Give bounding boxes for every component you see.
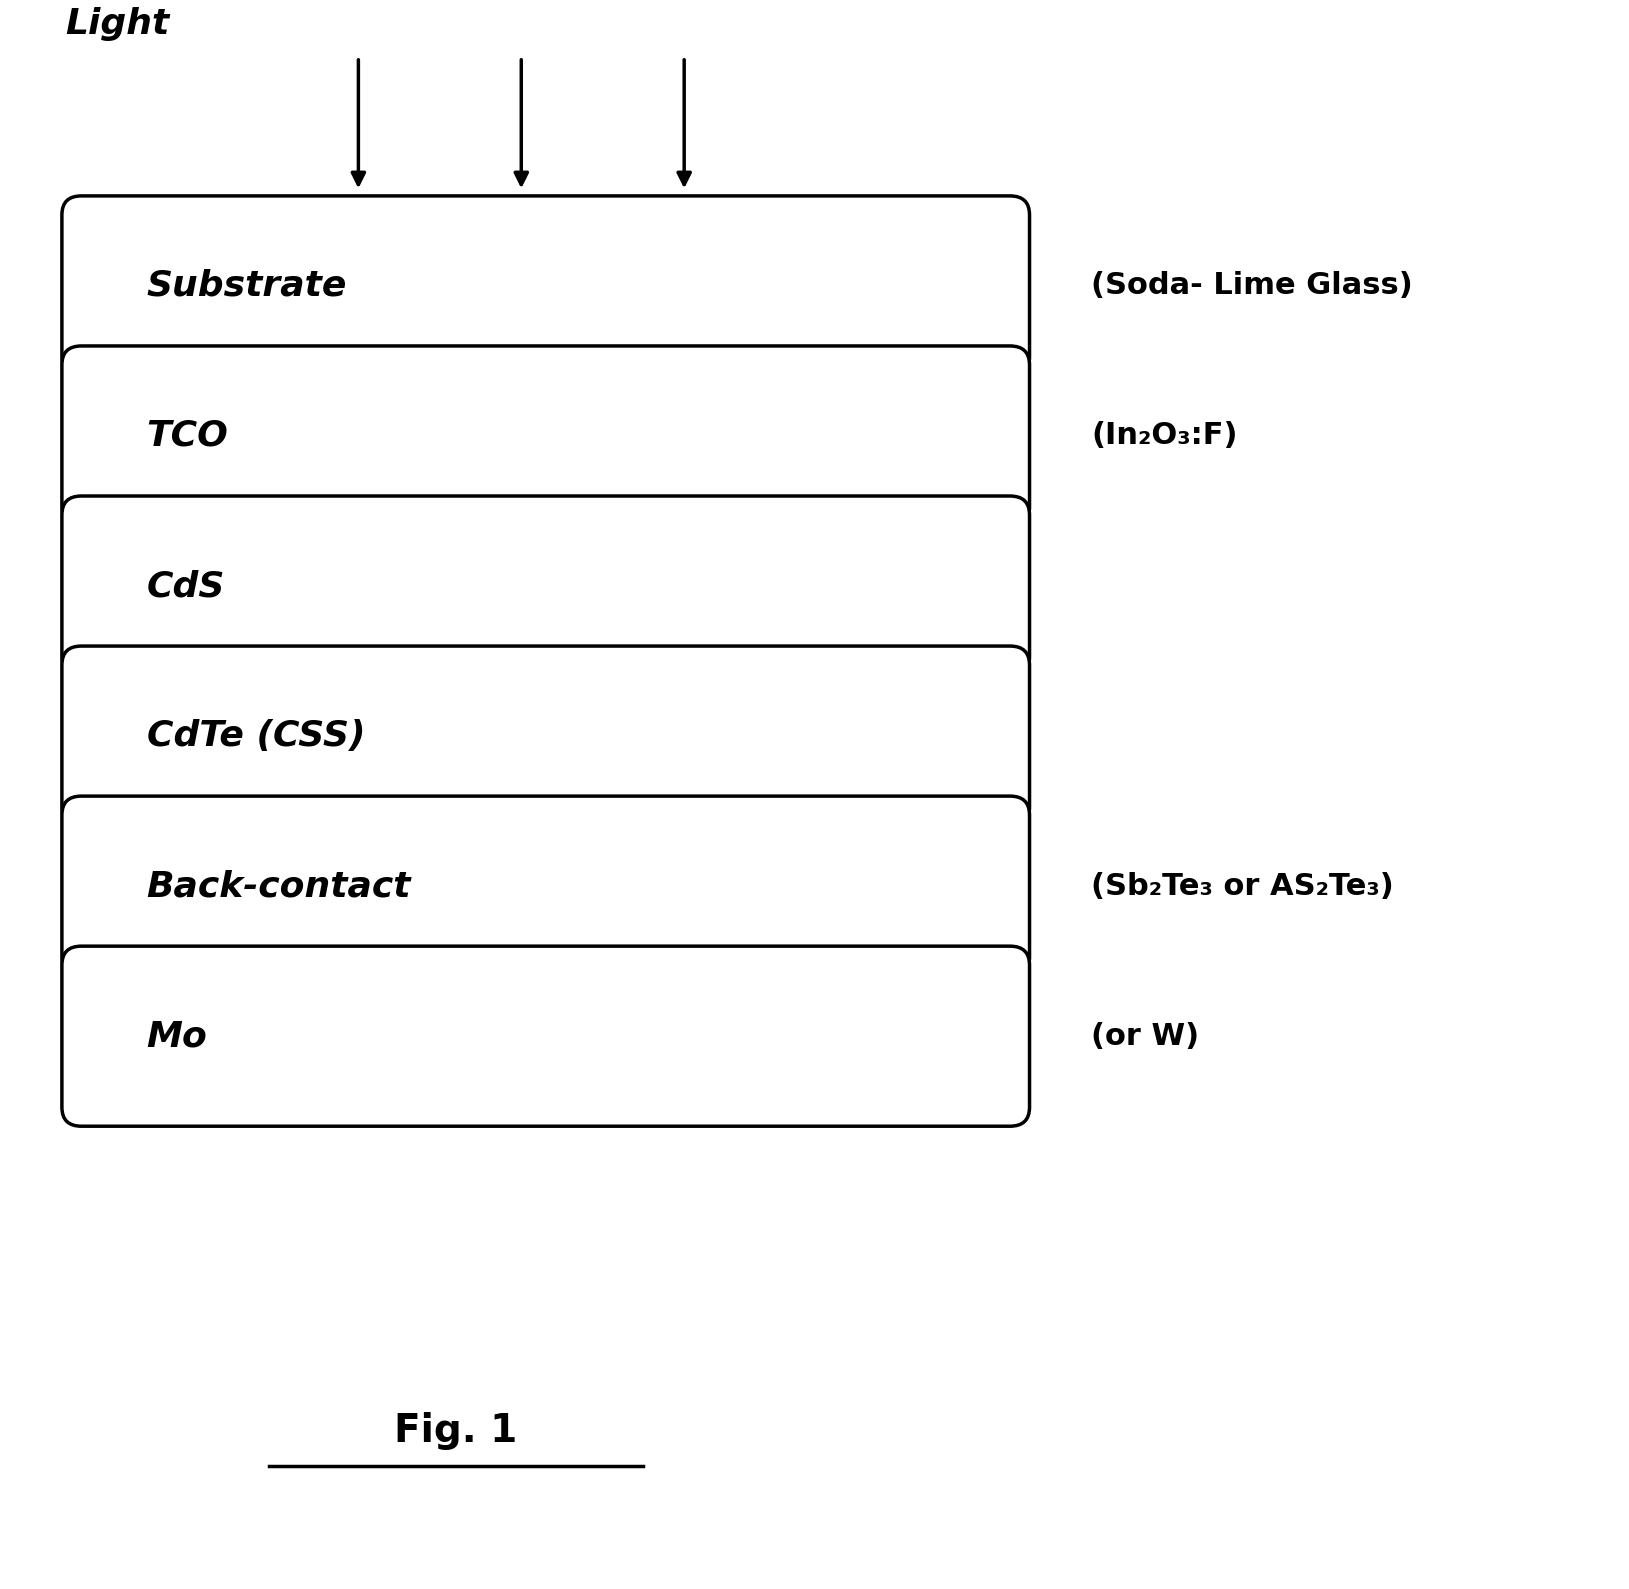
FancyBboxPatch shape	[62, 346, 1030, 526]
Text: Back-contact: Back-contact	[147, 869, 411, 903]
Text: Mo: Mo	[147, 1019, 207, 1054]
FancyBboxPatch shape	[62, 647, 1030, 826]
FancyBboxPatch shape	[62, 796, 1030, 976]
Text: TCO: TCO	[147, 419, 228, 453]
Text: (Sb₂Te₃ or AS₂Te₃): (Sb₂Te₃ or AS₂Te₃)	[1091, 872, 1394, 901]
Text: Substrate: Substrate	[147, 269, 347, 303]
Text: CdTe (CSS): CdTe (CSS)	[147, 720, 365, 753]
Text: Fig. 1: Fig. 1	[394, 1413, 518, 1451]
Text: (or W): (or W)	[1091, 1022, 1199, 1050]
Text: Light: Light	[65, 6, 169, 41]
FancyBboxPatch shape	[62, 195, 1030, 377]
Text: (In₂O₃:F): (In₂O₃:F)	[1091, 421, 1238, 451]
FancyBboxPatch shape	[62, 945, 1030, 1127]
Text: CdS: CdS	[147, 569, 225, 604]
Text: (Soda- Lime Glass): (Soda- Lime Glass)	[1091, 272, 1414, 300]
FancyBboxPatch shape	[62, 496, 1030, 675]
